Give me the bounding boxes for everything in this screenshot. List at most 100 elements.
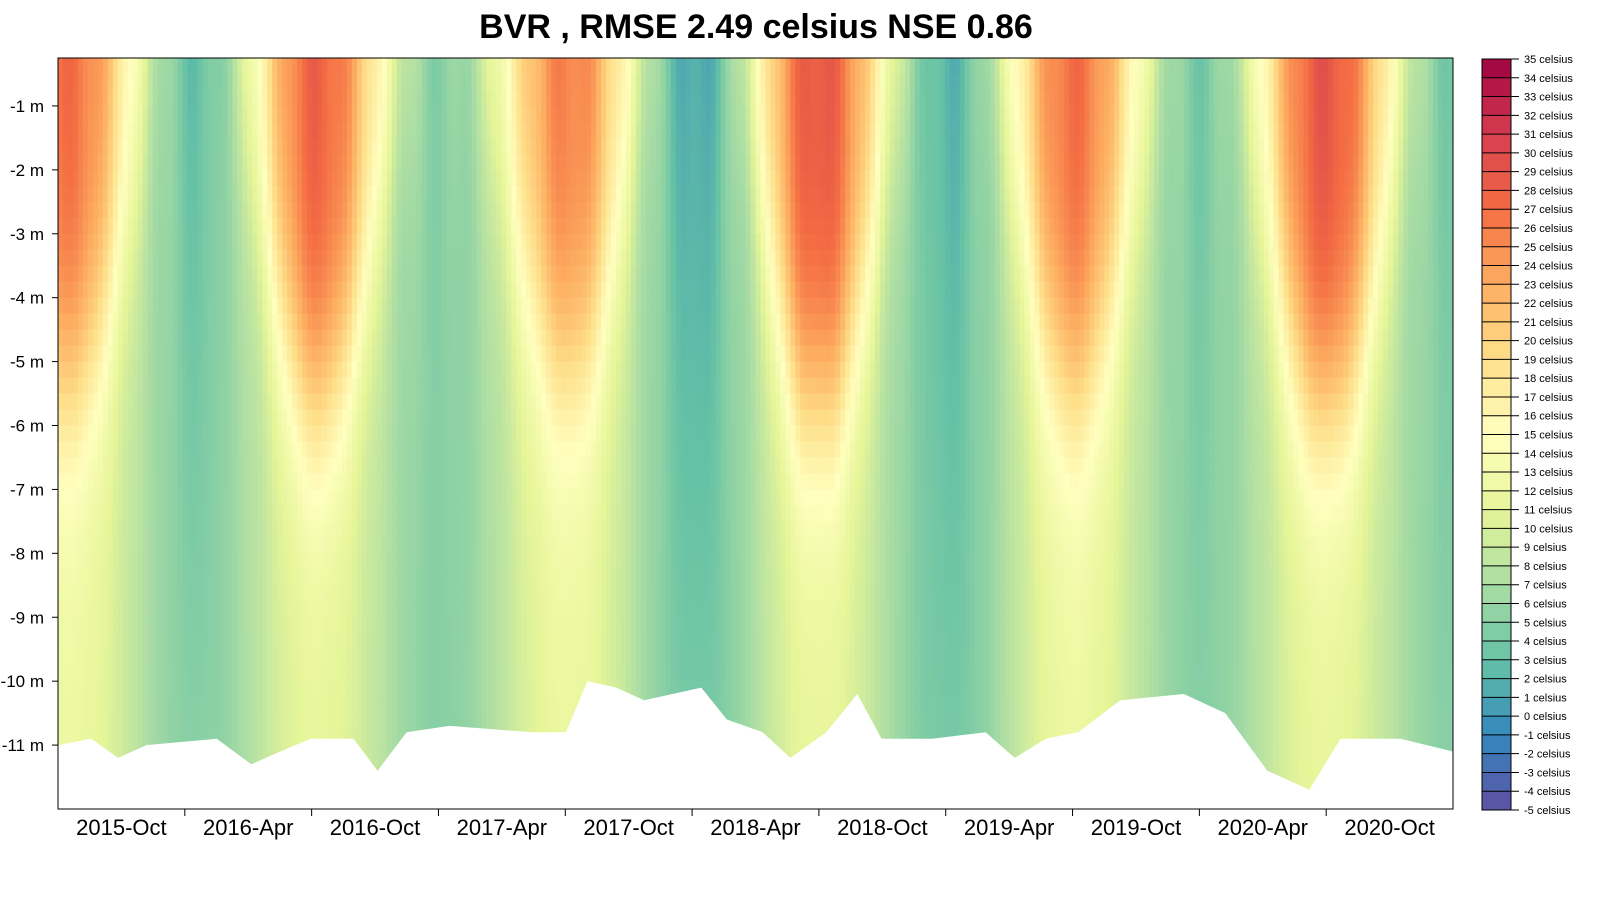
heatmap-cell: [287, 441, 293, 459]
heatmap-cell: [451, 521, 458, 538]
heatmap-cell: [337, 473, 343, 491]
heatmap-cell: [162, 713, 169, 730]
heatmap-cell: [117, 537, 124, 554]
heatmap-cell: [142, 73, 149, 91]
heatmap-cell: [247, 329, 253, 347]
heatmap-cell: [82, 713, 89, 730]
heatmap-cell: [307, 185, 313, 203]
heatmap-cell: [222, 345, 228, 363]
heatmap-cell: [242, 201, 248, 219]
heatmap-cell: [77, 265, 84, 283]
heatmap-cell: [172, 601, 179, 618]
heatmap-cell: [446, 185, 453, 203]
heatmap-cell: [137, 89, 144, 107]
heatmap-cell: [147, 569, 154, 586]
heatmap-cell: [182, 265, 189, 283]
heatmap-cell: [292, 553, 298, 570]
heatmap-cell: [481, 713, 488, 730]
heatmap-cell: [341, 281, 348, 299]
heatmap-cell: [92, 345, 99, 363]
heatmap-cell: [237, 297, 243, 315]
heatmap-cell: [371, 681, 378, 698]
heatmap-cell: [466, 393, 473, 411]
heatmap-cell: [137, 569, 144, 586]
heatmap-cell: [366, 265, 373, 283]
heatmap-cell: [391, 297, 398, 315]
heatmap-cell: [192, 265, 199, 283]
heatmap-cell: [481, 649, 488, 666]
heatmap-cell: [411, 425, 418, 443]
heatmap-cell: [506, 217, 512, 235]
heatmap-cell: [307, 73, 313, 91]
heatmap-cell: [307, 713, 313, 730]
heatmap-cell: [82, 89, 89, 107]
heatmap-cell: [72, 249, 79, 267]
heatmap-cell: [366, 505, 373, 522]
heatmap-cell: [262, 697, 268, 714]
heatmap-cell: [292, 105, 298, 123]
heatmap-cell: [516, 105, 522, 123]
heatmap-cell: [506, 105, 512, 123]
heatmap-cell: [461, 521, 468, 538]
heatmap-cell: [267, 249, 273, 267]
heatmap-cell: [371, 297, 378, 315]
heatmap-cell: [122, 633, 129, 650]
heatmap-cell: [411, 73, 418, 91]
heatmap-cell: [312, 649, 318, 666]
heatmap-cell: [516, 697, 522, 714]
heatmap-cell: [391, 393, 398, 411]
heatmap-cell: [476, 697, 483, 714]
heatmap-cell: [501, 441, 507, 459]
heatmap-cell: [252, 233, 258, 251]
heatmap-cell: [401, 681, 408, 698]
heatmap-cell: [351, 169, 358, 187]
heatmap-cell: [541, 217, 547, 235]
heatmap-cell: [327, 58, 333, 75]
heatmap-cell: [541, 553, 547, 570]
heatmap-cell: [406, 713, 413, 730]
heatmap-cell: [272, 649, 278, 666]
heatmap-cell: [381, 217, 388, 235]
heatmap-cell: [192, 489, 199, 507]
heatmap-cell: [207, 489, 214, 507]
heatmap-cell: [566, 105, 572, 123]
heatmap-cell: [506, 457, 512, 475]
heatmap-cell: [277, 89, 283, 107]
heatmap-cell: [307, 201, 313, 219]
heatmap-cell: [137, 121, 144, 139]
heatmap-cell: [167, 121, 174, 139]
heatmap-cell: [351, 329, 358, 347]
heatmap-cell: [62, 73, 69, 91]
heatmap-cell: [62, 473, 69, 491]
heatmap-cell: [371, 345, 378, 363]
heatmap-cell: [436, 121, 443, 139]
heatmap-cell: [446, 281, 453, 299]
heatmap-cell: [252, 281, 258, 299]
heatmap-cell: [327, 297, 333, 315]
heatmap-cell: [177, 233, 184, 251]
heatmap-cell: [302, 169, 308, 187]
heatmap-cell: [556, 313, 562, 331]
heatmap-cell: [431, 617, 438, 634]
heatmap-cell: [317, 345, 323, 363]
heatmap-cell: [571, 281, 577, 299]
heatmap-cell: [536, 665, 542, 682]
heatmap-cell: [581, 201, 587, 219]
heatmap-cell: [142, 617, 149, 634]
heatmap-cell: [192, 617, 199, 634]
heatmap-cell: [406, 649, 413, 666]
heatmap-cell: [287, 697, 293, 714]
heatmap-cell: [411, 633, 418, 650]
heatmap-cell: [142, 681, 149, 698]
heatmap-cell: [58, 393, 64, 411]
heatmap-cell: [312, 89, 318, 107]
heatmap-cell: [536, 537, 542, 554]
heatmap-cell: [167, 297, 174, 315]
heatmap-cell: [351, 457, 358, 475]
heatmap-cell: [237, 265, 243, 283]
heatmap-cell: [526, 73, 532, 91]
heatmap-cell: [287, 585, 293, 602]
heatmap-cell: [576, 649, 582, 666]
heatmap-cell: [67, 345, 74, 363]
heatmap-cell: [82, 73, 89, 91]
